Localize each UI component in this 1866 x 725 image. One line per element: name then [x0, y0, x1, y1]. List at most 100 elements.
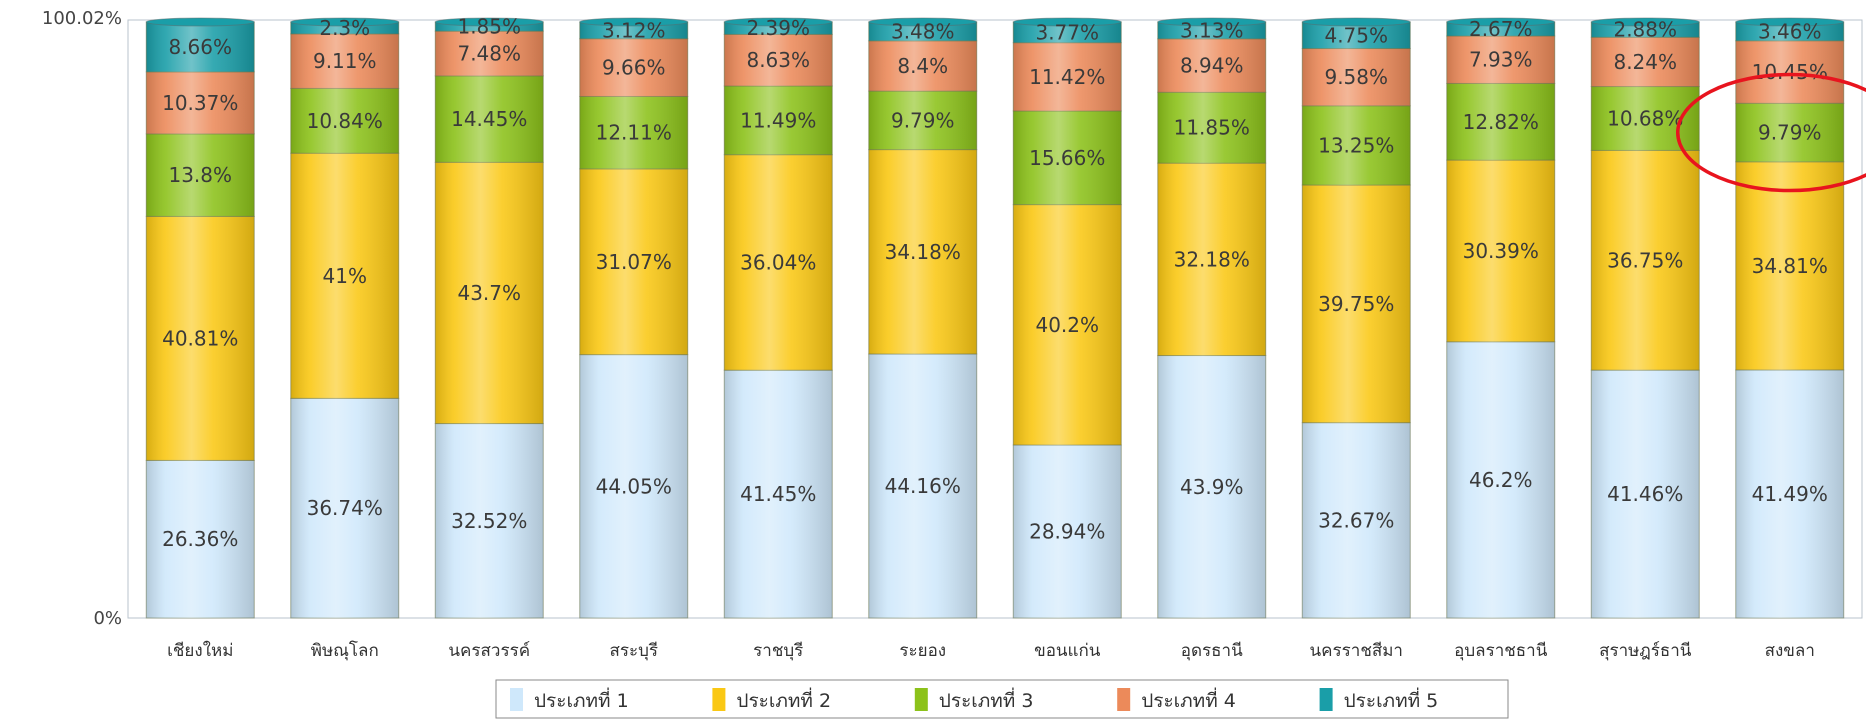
annotation-layer — [1676, 72, 1866, 193]
x-tick-label: ระยอง — [899, 641, 946, 661]
x-tick-label: สุราษฎร์ธานี — [1599, 641, 1692, 661]
bar-segment-gloss — [579, 38, 688, 97]
data-label: 4.75% — [1324, 23, 1388, 47]
bar-segment-gloss — [1013, 204, 1122, 445]
data-label: 1.85% — [457, 15, 521, 39]
data-label: 10.45% — [1752, 60, 1828, 84]
bar-segment-gloss — [868, 91, 977, 150]
bar-segment-gloss — [146, 460, 255, 618]
data-label: 3.12% — [602, 18, 666, 42]
data-label: 41.49% — [1752, 482, 1828, 506]
data-label: 9.11% — [313, 49, 377, 73]
data-label: 9.79% — [1758, 121, 1822, 145]
data-label: 9.79% — [891, 108, 955, 132]
data-label: 8.24% — [1613, 50, 1677, 74]
bar-segment-gloss — [146, 133, 255, 217]
bar-cap — [1590, 17, 1700, 27]
legend-label: ประเภทที่ 5 — [1344, 687, 1439, 712]
legend-item: ประเภทที่ 2 — [712, 687, 831, 712]
data-label: 14.45% — [451, 107, 527, 131]
bar-segment-gloss — [1735, 103, 1844, 162]
legend-item: ประเภทที่ 4 — [1117, 687, 1236, 712]
legend-label: ประเภทที่ 3 — [939, 687, 1034, 712]
bar-segment-gloss — [868, 353, 977, 618]
bar-stack: 44.16% 34.18% 9.79% 8.4% 3.48% — [868, 17, 978, 619]
legend-box — [495, 679, 1509, 719]
bar-segment-gloss — [724, 86, 833, 155]
bar-segment-gloss — [1013, 22, 1122, 43]
x-tick-label: เชียงใหม่ — [167, 640, 233, 661]
data-label: 44.16% — [885, 474, 961, 498]
data-label: 34.18% — [885, 240, 961, 264]
data-label: 43.7% — [457, 281, 521, 305]
bar-segment-gloss — [868, 149, 977, 354]
legend-swatch — [1319, 688, 1333, 711]
legend-item: ประเภทที่ 5 — [1319, 687, 1439, 712]
bar-stack: 36.74% 41% 10.84% 9.11% 2.3% — [290, 16, 400, 619]
legend-item: ประเภทที่ 3 — [914, 687, 1034, 712]
plot-area — [127, 19, 1863, 619]
x-tick-label: พิษณุโลก — [311, 640, 379, 661]
legend-swatch — [914, 688, 928, 711]
bar-segment-gloss — [1013, 42, 1122, 111]
x-tick-label: นครราชสีมา — [1310, 641, 1403, 661]
data-label: 8.94% — [1180, 54, 1244, 78]
data-label: 2.3% — [319, 16, 370, 40]
bar-segment-gloss — [579, 96, 688, 169]
bar-cap — [868, 17, 978, 27]
y-tick-label: 0% — [93, 608, 122, 629]
bar-segment-gloss — [290, 398, 399, 618]
data-label: 36.74% — [307, 496, 383, 520]
bar-stack: 41.49% 34.81% 9.79% 10.45% 3.46% — [1735, 17, 1845, 619]
data-label: 2.88% — [1613, 18, 1677, 42]
bar-segment-gloss — [1591, 150, 1700, 371]
bar-cap — [579, 17, 689, 27]
data-label: 2.39% — [746, 16, 810, 40]
bar-stack: 26.36% 40.81% 13.8% 10.37% 8.66% — [145, 17, 255, 619]
legend-swatch — [1117, 688, 1131, 711]
bar-segment-gloss — [1157, 38, 1266, 93]
bar-segment-gloss — [1302, 48, 1411, 106]
x-tick-label: นครสวรรค์ — [448, 641, 530, 661]
data-label: 12.82% — [1463, 110, 1539, 134]
data-label: 30.39% — [1463, 239, 1539, 263]
data-label: 7.93% — [1469, 48, 1533, 72]
bar-segment-gloss — [1735, 369, 1844, 618]
data-label: 7.48% — [457, 42, 521, 66]
x-tick-label: อุบลราชธานี — [1454, 641, 1548, 661]
data-label: 31.07% — [596, 250, 672, 274]
bar-segment-gloss — [435, 423, 544, 618]
legend-label: ประเภทที่ 1 — [534, 687, 629, 712]
bar-segment-gloss — [1446, 341, 1555, 618]
data-label: 10.37% — [162, 91, 238, 115]
data-label: 40.2% — [1035, 313, 1099, 337]
bar-segment-gloss — [724, 154, 833, 371]
data-label: 8.66% — [168, 35, 232, 59]
bar-segment-gloss — [290, 22, 399, 34]
bar-segment-gloss — [1157, 92, 1266, 164]
bar-segment-gloss — [1446, 83, 1555, 161]
data-label: 9.58% — [1324, 65, 1388, 89]
plot-border — [127, 19, 1863, 619]
data-label: 32.52% — [451, 509, 527, 533]
bar-stack: 43.9% 32.18% 11.85% 8.94% 3.13% — [1157, 17, 1267, 619]
bar-segment-gloss — [1013, 444, 1122, 618]
bar-segment-gloss — [1735, 22, 1844, 41]
bar-stack: 41.46% 36.75% 10.68% 8.24% 2.88% — [1590, 17, 1700, 619]
bar-stack: 32.67% 39.75% 13.25% 9.58% 4.75% — [1301, 17, 1411, 619]
data-label: 10.84% — [307, 109, 383, 133]
data-label: 10.68% — [1607, 106, 1683, 130]
data-label: 39.75% — [1318, 292, 1394, 316]
data-label: 26.36% — [162, 527, 238, 551]
data-label: 32.18% — [1174, 247, 1250, 271]
data-label: 32.67% — [1318, 508, 1394, 532]
bar-segment-gloss — [724, 370, 833, 618]
bar-cap — [1446, 17, 1556, 27]
legend-item: ประเภทที่ 1 — [510, 687, 629, 712]
bar-cap — [434, 17, 544, 27]
x-tick-label: ขอนแก่น — [1034, 641, 1101, 661]
data-label: 11.85% — [1174, 116, 1250, 140]
bar-segment-gloss — [290, 88, 399, 154]
bar-segment-gloss — [290, 33, 399, 89]
